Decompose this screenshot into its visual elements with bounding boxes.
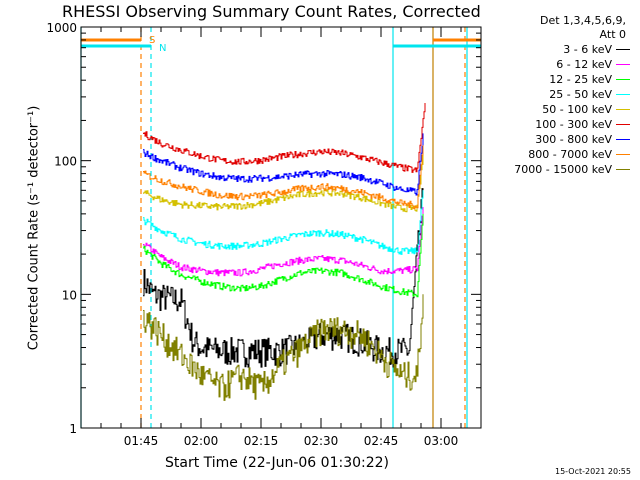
legend-entry: 7000 - 15000 keV — [484, 162, 630, 177]
legend-entry-label: 50 - 100 keV — [542, 103, 612, 116]
legend-entry-label: 6 - 12 keV — [556, 58, 612, 71]
marker-bars — [81, 38, 481, 48]
x-tick-label: 02:30 — [304, 434, 339, 448]
legend-header-line-1: Det 1,3,4,5,6,9, — [539, 14, 626, 27]
series-line — [143, 294, 424, 401]
x-tick-label: 03:00 — [424, 434, 459, 448]
marker-n-label: N — [159, 43, 166, 54]
series-line — [143, 155, 424, 213]
legend-entry-label: 100 - 300 keV — [535, 118, 612, 131]
legend-entry: 800 - 7000 keV — [484, 147, 630, 162]
x-tick-label: 01:45 — [124, 434, 159, 448]
x-tick-label: 02:45 — [364, 434, 399, 448]
x-tick-label: 02:00 — [184, 434, 219, 448]
y-tick-label: 10 — [62, 288, 77, 302]
timestamp: 15-Oct-2021 20:55 — [555, 467, 631, 476]
legend-swatch — [616, 169, 630, 170]
legend-entry-label: 25 - 50 keV — [549, 88, 612, 101]
series-line — [143, 213, 424, 298]
legend-header-line-2: Att 0 — [599, 28, 626, 41]
legend-swatch — [616, 79, 630, 80]
series-line — [143, 145, 424, 210]
series-line — [143, 207, 424, 277]
y-ticks: 1 10 100 1000 — [46, 21, 481, 436]
legend-swatch — [616, 94, 630, 95]
legend-swatch — [616, 49, 630, 50]
x-tick-label: 02:15 — [244, 434, 279, 448]
legend-entry: 100 - 300 keV — [484, 117, 630, 132]
series-line — [143, 190, 424, 255]
legend-swatch — [616, 139, 630, 140]
legend-entry: 300 - 800 keV — [484, 132, 630, 147]
legend-entry: 50 - 100 keV — [484, 102, 630, 117]
legend-swatch — [616, 154, 630, 155]
y-tick-label: 100 — [54, 155, 77, 169]
legend-entry: 25 - 50 keV — [484, 87, 630, 102]
series-line — [143, 103, 426, 173]
y-axis-label: Corrected Count Rate (s⁻¹ detector⁻¹) — [26, 105, 42, 351]
legend-swatch — [616, 109, 630, 110]
legend-entry-label: 7000 - 15000 keV — [514, 163, 612, 176]
y-tick-label: 1 — [69, 422, 77, 436]
legend: Det 1,3,4,5,6,9, Att 0 3 - 6 keV 6 - 12 k… — [484, 14, 630, 177]
legend-entry: 12 - 25 keV — [484, 72, 630, 87]
legend-swatch — [616, 124, 630, 125]
legend-entry: 6 - 12 keV — [484, 57, 630, 72]
legend-entry: 3 - 6 keV — [484, 42, 630, 57]
y-tick-label: 1000 — [46, 21, 77, 35]
x-axis-label: Start Time (22-Jun-06 01:30:22) — [165, 455, 389, 471]
chart-title: RHESSI Observing Summary Count Rates, Co… — [62, 2, 481, 21]
legend-entry-label: 12 - 25 keV — [549, 73, 612, 86]
legend-entry-label: 300 - 800 keV — [535, 133, 612, 146]
series-lines — [143, 103, 426, 401]
x-ticks: 01:45 02:00 02:15 02:30 02:45 03:00 — [80, 27, 482, 448]
legend-swatch — [616, 64, 630, 65]
marker-s-label: S — [149, 35, 155, 46]
legend-entry-label: 800 - 7000 keV — [528, 148, 612, 161]
series-line — [143, 133, 424, 196]
legend-entry-label: 3 - 6 keV — [563, 43, 612, 56]
